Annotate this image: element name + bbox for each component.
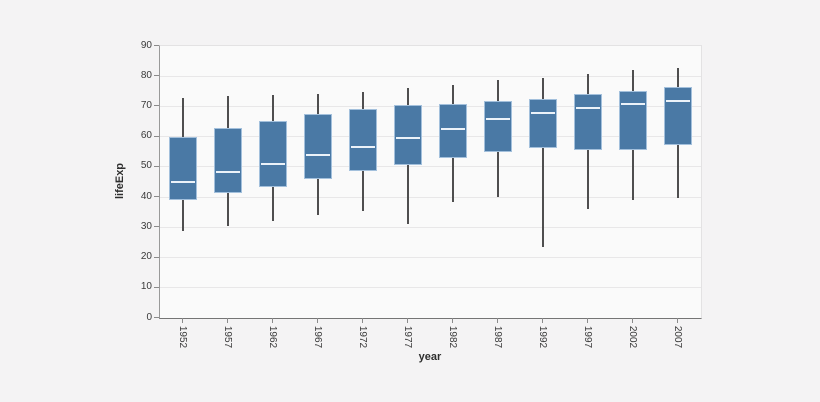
median-1997 — [576, 107, 601, 110]
gridline-50 — [160, 166, 701, 168]
y-tick-mark-40 — [154, 196, 159, 198]
x-tick-label-1967: 1967 — [311, 325, 323, 349]
y-tick-label-90: 90 — [140, 39, 152, 51]
x-tick-label-1952: 1952 — [176, 325, 188, 349]
gridline-60 — [160, 136, 701, 138]
y-tick-label-30: 30 — [140, 220, 152, 232]
box-2007 — [664, 87, 693, 146]
x-tick-label-1982: 1982 — [447, 325, 459, 349]
y-tick-label-60: 60 — [140, 130, 152, 142]
y-tick-label-10: 10 — [140, 281, 152, 293]
box-1987 — [484, 100, 513, 153]
median-2007 — [666, 99, 691, 102]
median-1977 — [395, 136, 420, 139]
y-tick-mark-80 — [154, 75, 159, 77]
x-tick-label-1957: 1957 — [221, 325, 233, 349]
x-tick-mark-1997 — [587, 318, 589, 323]
y-tick-label-50: 50 — [140, 160, 152, 172]
median-1982 — [441, 128, 466, 131]
x-tick-label-1992: 1992 — [537, 325, 549, 349]
box-1952 — [168, 137, 197, 200]
y-tick-label-20: 20 — [140, 251, 152, 263]
box-1982 — [439, 103, 468, 159]
x-tick-mark-1972 — [361, 318, 363, 323]
x-tick-label-2002: 2002 — [627, 325, 639, 349]
median-2002 — [621, 103, 646, 106]
box-1967 — [303, 114, 332, 179]
y-tick-mark-0 — [154, 317, 159, 318]
box-1972 — [348, 108, 377, 172]
x-axis-title: year — [418, 351, 442, 363]
x-tick-mark-1957 — [226, 318, 228, 323]
whisker-1992 — [542, 78, 545, 247]
x-tick-mark-1977 — [406, 318, 408, 323]
x-tick-label-2007: 2007 — [672, 325, 684, 349]
box-2002 — [619, 91, 648, 151]
y-tick-mark-60 — [154, 135, 159, 137]
median-1972 — [350, 146, 375, 149]
median-1987 — [486, 118, 511, 121]
x-tick-label-1962: 1962 — [266, 325, 278, 349]
x-tick-mark-1967 — [316, 318, 318, 323]
y-tick-mark-20 — [154, 256, 159, 258]
box-1957 — [213, 127, 242, 194]
y-tick-mark-70 — [154, 105, 159, 107]
gridline-30 — [160, 226, 701, 228]
box-1962 — [258, 120, 287, 187]
y-tick-label-0: 0 — [146, 311, 152, 323]
x-tick-mark-1962 — [271, 318, 273, 323]
gridline-70 — [160, 105, 701, 107]
box-1977 — [393, 105, 422, 166]
median-1957 — [215, 170, 240, 173]
median-1992 — [531, 112, 556, 115]
gridline-20 — [160, 257, 701, 259]
plot-area — [159, 45, 702, 319]
y-tick-label-80: 80 — [140, 69, 152, 81]
x-tick-mark-1952 — [181, 318, 183, 323]
x-tick-mark-1992 — [542, 318, 544, 323]
gridline-80 — [160, 75, 701, 77]
x-tick-label-1972: 1972 — [356, 325, 368, 349]
gridline-40 — [160, 196, 701, 198]
y-tick-label-70: 70 — [140, 99, 152, 111]
y-tick-label-40: 40 — [140, 190, 152, 202]
y-tick-mark-30 — [154, 226, 159, 228]
gridline-10 — [160, 287, 701, 289]
median-1967 — [305, 154, 330, 157]
x-tick-label-1987: 1987 — [492, 325, 504, 349]
y-tick-mark-90 — [154, 45, 159, 46]
x-tick-label-1997: 1997 — [582, 325, 594, 349]
x-tick-mark-1987 — [497, 318, 499, 323]
box-1997 — [574, 93, 603, 150]
x-tick-label-1977: 1977 — [401, 325, 413, 349]
median-1962 — [260, 163, 285, 166]
x-tick-mark-1982 — [452, 318, 454, 323]
x-tick-mark-2002 — [632, 318, 634, 323]
x-tick-mark-2007 — [677, 318, 679, 323]
y-tick-mark-50 — [154, 165, 159, 167]
box-1992 — [529, 98, 558, 149]
y-axis-title: lifeExp — [114, 162, 126, 200]
median-1952 — [170, 180, 195, 183]
y-tick-mark-10 — [154, 286, 159, 288]
